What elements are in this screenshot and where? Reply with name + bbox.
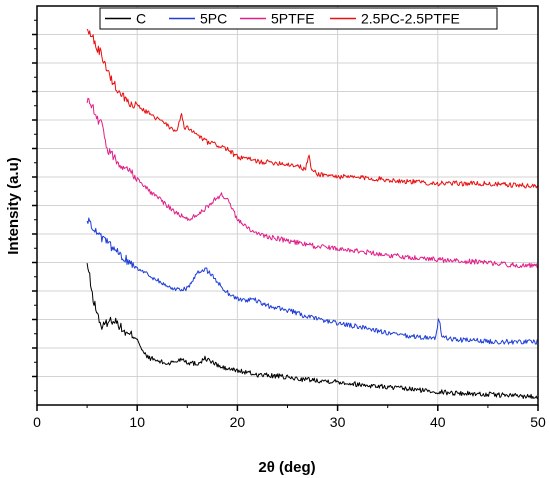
axes: 0 10 20 30 40 50 <box>32 19 546 430</box>
series-line-1 <box>86 217 539 345</box>
x-tick-label: 0 <box>33 414 41 430</box>
legend-label-0: C <box>136 11 146 27</box>
series-line-2 <box>86 97 539 269</box>
series-line-0 <box>86 262 539 400</box>
legend-label-3: 2.5PC-2.5PTFE <box>361 11 460 27</box>
legend-entries: C 5PC 5PTFE 2.5PC-2.5PTFE <box>105 11 460 27</box>
x-tick-label: 40 <box>430 414 446 430</box>
x-tick-label: 50 <box>530 414 546 430</box>
legend-label-1: 5PC <box>200 11 227 27</box>
x-tick-label: 20 <box>230 414 246 430</box>
x-tick-label: 30 <box>330 414 346 430</box>
x-axis-title: 2θ (deg) <box>258 459 315 476</box>
legend-box <box>99 7 498 30</box>
legend: C 5PC 5PTFE 2.5PC-2.5PTFE <box>99 7 498 30</box>
grid-lines <box>37 6 538 405</box>
y-axis-title: Intensity (a.u) <box>5 157 22 255</box>
series-line-3 <box>86 28 539 189</box>
series-layer <box>86 28 539 400</box>
x-tick-label: 10 <box>129 414 145 430</box>
legend-label-2: 5PTFE <box>271 11 315 27</box>
